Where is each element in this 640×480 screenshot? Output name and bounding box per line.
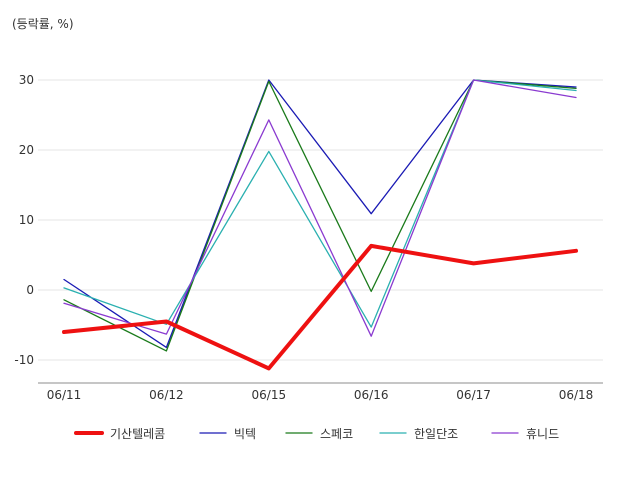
y-tick-label: 10 <box>19 213 34 227</box>
unit-label: (등락률, %) <box>12 17 74 31</box>
y-tick-label: 20 <box>19 143 34 157</box>
axes: -10 0 10 20 30 06/11 06/12 06/15 06/16 06/17 06/18 <box>14 73 603 402</box>
y-tick-label: 30 <box>19 73 34 87</box>
legend-label: 기산텔레콤 <box>110 427 165 441</box>
series-line-4 <box>63 79 577 328</box>
legend: 기산텔레콤 빅텍 스페코 한일단조 휴니드 <box>74 427 559 441</box>
y-tick-label: 0 <box>26 283 34 297</box>
series-line-5 <box>63 79 577 337</box>
x-tick-label: 06/17 <box>456 388 491 402</box>
legend-label: 한일단조 <box>414 427 458 441</box>
series-line-1 <box>62 243 578 371</box>
grid-lines <box>38 79 603 361</box>
x-tick-label: 06/15 <box>252 388 287 402</box>
legend-label: 휴니드 <box>526 427 559 441</box>
y-tick-label: -10 <box>14 353 34 367</box>
x-tick-label: 06/18 <box>559 388 594 402</box>
legend-label: 스페코 <box>320 427 353 441</box>
x-tick-label: 06/12 <box>149 388 184 402</box>
legend-label: 빅텍 <box>234 427 256 441</box>
series-lines <box>62 79 578 371</box>
x-tick-label: 06/16 <box>354 388 389 402</box>
x-tick-label: 06/11 <box>47 388 82 402</box>
